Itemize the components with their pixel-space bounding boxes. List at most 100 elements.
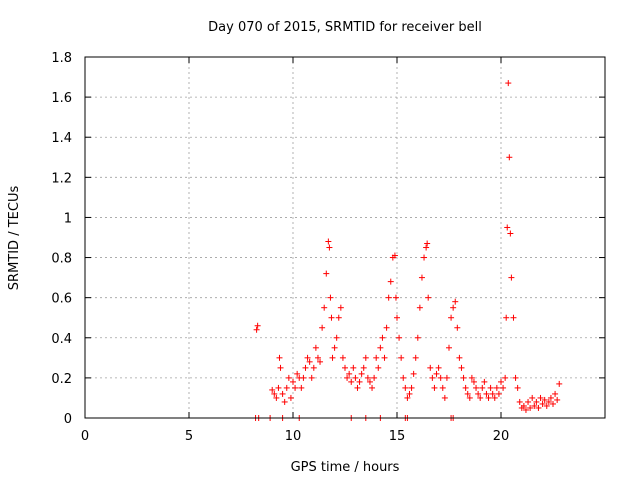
data-point	[458, 364, 465, 371]
data-point	[354, 384, 361, 391]
data-point	[508, 274, 515, 281]
grid	[85, 57, 605, 418]
axis-ticks: 0 5 10 15 20 0 0.2 0.4 0.6 0.8 1 1.2 1.4 1.6 1.8	[51, 51, 605, 444]
data-point	[433, 370, 440, 377]
data-point	[500, 384, 507, 391]
y-tick-label: 0	[64, 412, 72, 427]
data-point	[412, 354, 419, 361]
data-point	[304, 354, 311, 361]
data-point	[541, 396, 548, 403]
data-point	[456, 354, 463, 361]
data-point	[448, 314, 455, 321]
data-point	[346, 370, 353, 377]
data-point	[468, 374, 475, 381]
data-point	[298, 384, 305, 391]
data-point	[543, 402, 550, 409]
data-point	[502, 374, 509, 381]
data-point	[348, 378, 355, 385]
chart-title: Day 070 of 2015, SRMTID for receiver bel…	[208, 20, 482, 35]
y-tick-label: 1.6	[51, 91, 72, 106]
data-point	[294, 370, 301, 377]
data-point	[329, 354, 336, 361]
data-point	[441, 394, 448, 401]
data-point	[537, 394, 544, 401]
data-point	[352, 374, 359, 381]
data-point	[464, 390, 471, 397]
y-tick-label: 0.6	[51, 292, 72, 307]
data-point	[371, 374, 378, 381]
data-point	[556, 380, 563, 387]
data-point	[366, 378, 373, 385]
data-point	[377, 344, 384, 351]
data-point	[545, 398, 552, 405]
data-point	[273, 394, 280, 401]
data-point	[379, 334, 386, 341]
data-point	[522, 406, 529, 413]
data-point	[381, 354, 388, 361]
data-point	[470, 378, 477, 385]
data-point	[342, 364, 348, 371]
data-point	[506, 154, 513, 161]
data-point	[410, 370, 417, 377]
data-point	[493, 384, 500, 391]
data-point	[392, 294, 399, 301]
data-point	[335, 314, 342, 321]
data-point	[287, 394, 294, 401]
data-point	[529, 394, 536, 401]
plot-frame	[84, 56, 606, 419]
data-point	[373, 354, 380, 361]
data-point	[439, 384, 446, 391]
data-point	[269, 386, 276, 393]
data-point	[504, 224, 511, 231]
data-point	[360, 364, 367, 371]
y-tick-label: 1.2	[51, 171, 72, 186]
data-point	[275, 384, 282, 391]
data-point	[443, 374, 450, 381]
x-tick-label: 5	[185, 429, 193, 444]
data-point	[424, 240, 431, 247]
data-point	[325, 238, 332, 245]
data-point	[326, 244, 333, 251]
data-point	[281, 398, 288, 405]
data-point	[406, 390, 413, 397]
data-point	[369, 384, 376, 391]
data-point	[531, 402, 538, 409]
data-point	[487, 384, 494, 391]
data-point	[554, 396, 561, 403]
data-point	[539, 400, 546, 407]
data-point	[398, 354, 405, 361]
x-tick-label: 20	[493, 429, 510, 444]
data-point	[429, 374, 436, 381]
data-point	[503, 314, 510, 321]
data-point	[512, 374, 519, 381]
data-point	[533, 398, 540, 405]
data-point	[408, 384, 415, 391]
data-point	[254, 322, 261, 329]
y-tick-label: 1.4	[51, 131, 72, 146]
data-point	[483, 390, 490, 397]
data-point	[383, 324, 390, 331]
data-point	[319, 324, 326, 331]
data-point	[400, 374, 407, 381]
data-point	[394, 314, 400, 321]
data-point	[331, 344, 338, 351]
data-point	[552, 390, 559, 397]
data-point	[271, 390, 278, 397]
data-point	[391, 252, 398, 259]
data-point	[423, 244, 430, 251]
data-point	[547, 394, 554, 401]
data-point	[431, 384, 438, 391]
y-tick-label: 1.8	[51, 51, 72, 66]
data-point	[310, 364, 317, 371]
data-point	[550, 400, 556, 407]
data-point	[276, 354, 283, 361]
x-tick-label: 10	[285, 429, 302, 444]
data-point	[253, 326, 260, 333]
data-point	[485, 394, 492, 401]
y-axis-label: SRMTID / TECUs	[7, 186, 22, 291]
data-point	[535, 404, 542, 411]
data-point	[418, 274, 425, 281]
y-tick-label: 1	[64, 211, 72, 226]
data-point	[364, 374, 371, 381]
data-point	[462, 384, 469, 391]
